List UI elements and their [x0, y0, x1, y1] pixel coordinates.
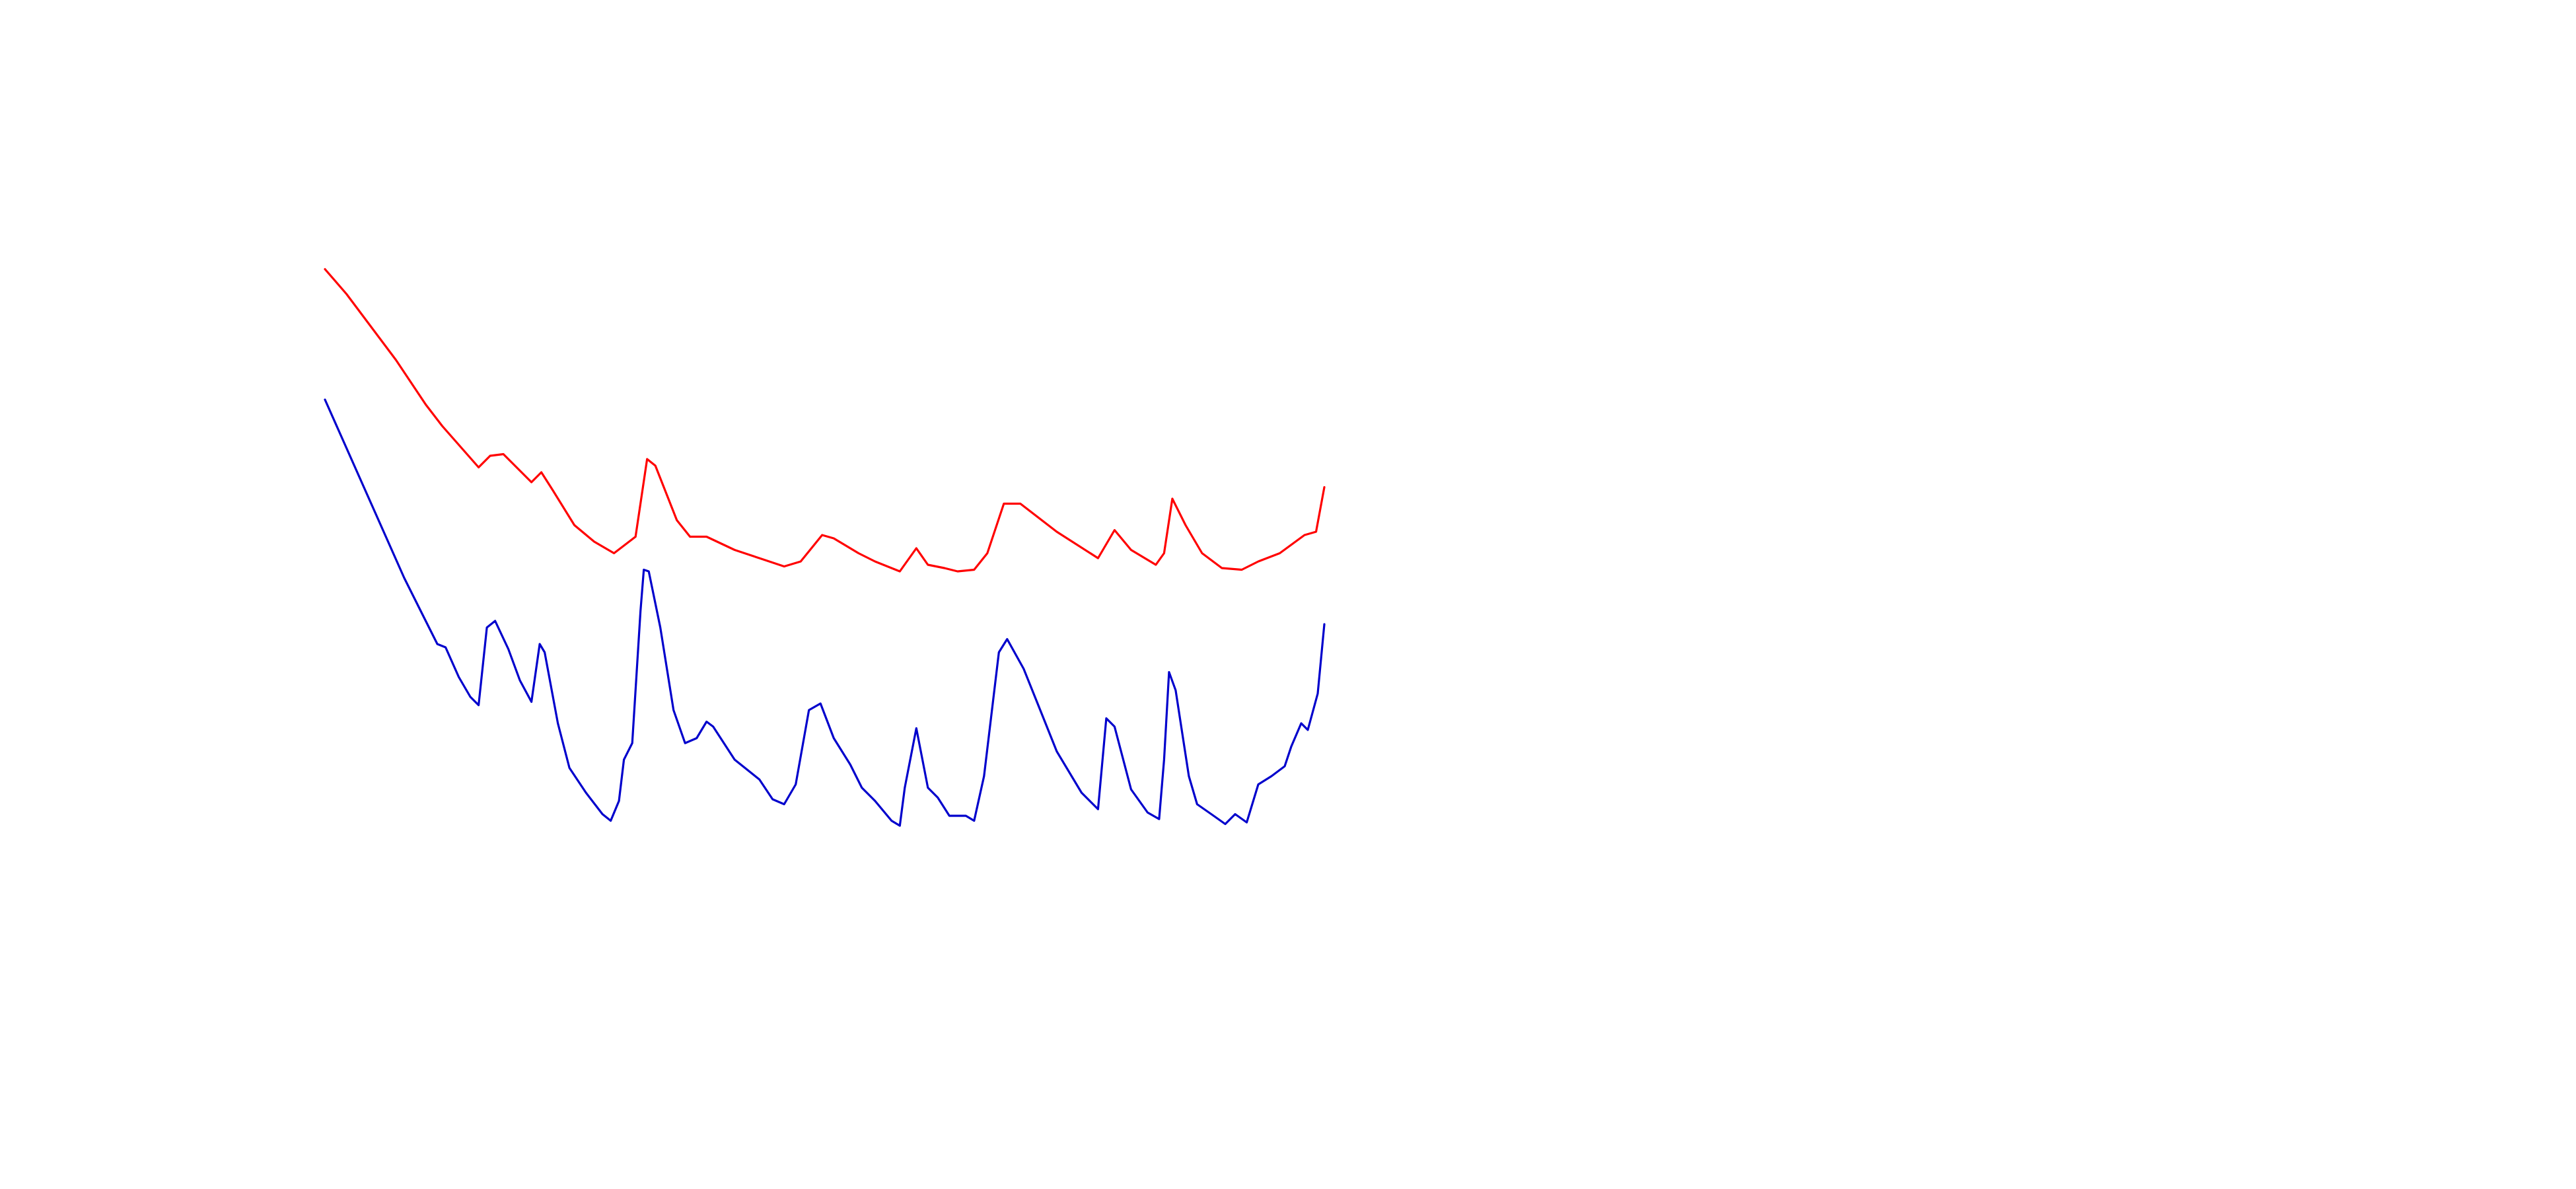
line-series	[324, 398, 1326, 827]
line-series	[324, 268, 1326, 573]
